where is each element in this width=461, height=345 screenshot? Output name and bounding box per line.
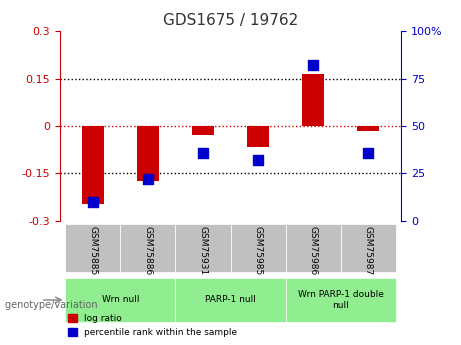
Text: Wrn null: Wrn null bbox=[102, 295, 139, 305]
Bar bbox=[137, 126, 159, 181]
Title: GDS1675 / 19762: GDS1675 / 19762 bbox=[163, 13, 298, 29]
Bar bbox=[357, 126, 379, 131]
FancyBboxPatch shape bbox=[65, 224, 120, 272]
Point bbox=[364, 150, 372, 155]
Text: GSM75931: GSM75931 bbox=[199, 226, 207, 275]
Point bbox=[144, 176, 152, 182]
FancyBboxPatch shape bbox=[176, 277, 285, 323]
FancyBboxPatch shape bbox=[285, 224, 341, 272]
FancyBboxPatch shape bbox=[65, 277, 176, 323]
FancyBboxPatch shape bbox=[120, 224, 176, 272]
FancyBboxPatch shape bbox=[176, 224, 230, 272]
Text: genotype/variation: genotype/variation bbox=[5, 300, 100, 310]
Text: PARP-1 null: PARP-1 null bbox=[205, 295, 256, 305]
Point bbox=[199, 150, 207, 155]
Text: GSM75986: GSM75986 bbox=[308, 226, 318, 275]
Text: Wrn PARP-1 double
null: Wrn PARP-1 double null bbox=[298, 290, 384, 310]
Point bbox=[309, 62, 317, 68]
Bar bbox=[247, 126, 269, 147]
Text: GSM75885: GSM75885 bbox=[89, 226, 97, 275]
Text: GSM75886: GSM75886 bbox=[143, 226, 153, 275]
Point bbox=[254, 157, 262, 163]
Point bbox=[89, 199, 97, 205]
Bar bbox=[302, 74, 324, 126]
Bar bbox=[82, 126, 104, 204]
FancyBboxPatch shape bbox=[230, 224, 285, 272]
Bar bbox=[192, 126, 214, 136]
FancyBboxPatch shape bbox=[285, 277, 396, 323]
FancyBboxPatch shape bbox=[341, 224, 396, 272]
Text: GSM75985: GSM75985 bbox=[254, 226, 262, 275]
Text: GSM75987: GSM75987 bbox=[364, 226, 372, 275]
Legend: log ratio, percentile rank within the sample: log ratio, percentile rank within the sa… bbox=[65, 310, 241, 341]
